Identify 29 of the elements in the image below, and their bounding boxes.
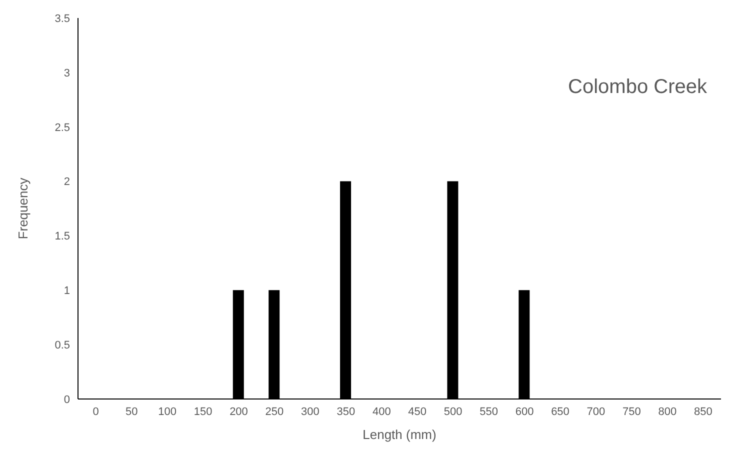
x-tick-label: 450	[408, 406, 427, 418]
y-tick-label: 0	[64, 394, 70, 406]
x-tick-label: 400	[372, 406, 391, 418]
x-tick-label: 650	[551, 406, 570, 418]
x-tick-label: 800	[658, 406, 677, 418]
x-tick-label: 100	[158, 406, 176, 418]
x-tick-label: 200	[230, 406, 248, 418]
x-tick-label: 850	[694, 406, 712, 418]
y-axis-title: Frequency	[16, 177, 31, 240]
x-tick-label: 300	[301, 406, 320, 418]
x-axis-title: Length (mm)	[362, 427, 436, 442]
y-tick-label: 2.5	[54, 122, 70, 134]
x-tick-label: 700	[586, 406, 606, 418]
y-tick-label: 3.5	[54, 12, 70, 25]
x-tick-label: 50	[125, 406, 138, 418]
x-tick-label: 0	[92, 406, 99, 418]
text: Colombo Creek	[568, 76, 707, 99]
y-tick-label: 0.5	[54, 339, 70, 352]
x-tick-label: 150	[194, 406, 212, 418]
x-tick-label: 750	[622, 406, 641, 418]
y-tick-label: 2	[64, 176, 70, 188]
x-tick-label: 550	[480, 406, 498, 418]
y-tick-label: 1	[64, 285, 70, 298]
x-tick-label: 350	[336, 406, 356, 418]
x-tick-label: 500	[444, 406, 462, 418]
x-tick-label: 600	[515, 406, 534, 418]
y-tick-label: 1.5	[54, 230, 70, 243]
y-tick-label: 3	[64, 67, 70, 80]
x-tick-label: 250	[265, 406, 284, 418]
